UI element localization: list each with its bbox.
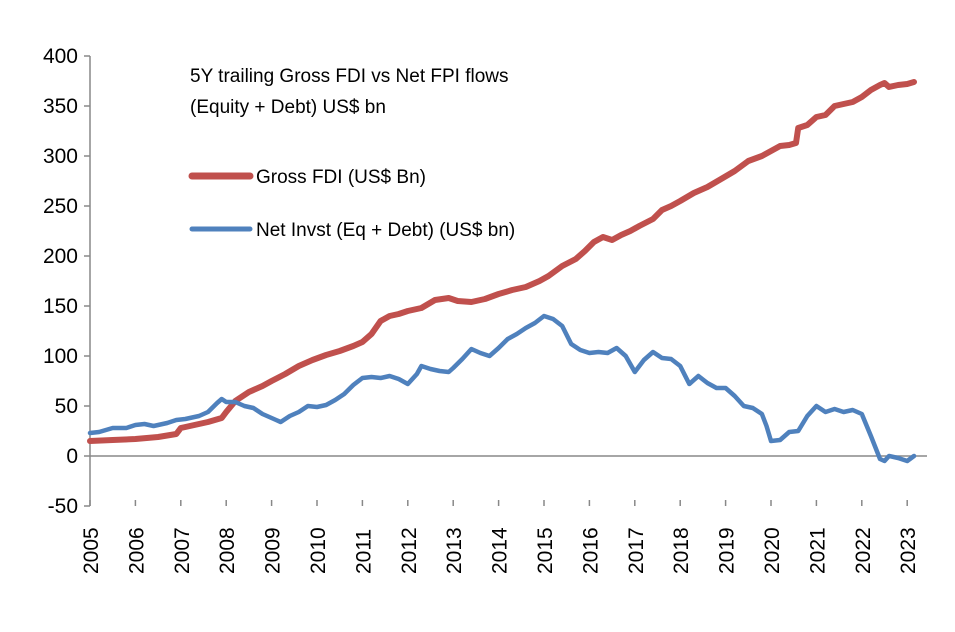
x-tick-label: 2007 <box>171 527 194 574</box>
series-layer <box>87 79 917 464</box>
x-tick-label: 2015 <box>534 527 557 574</box>
y-tick-label: 200 <box>43 245 78 268</box>
y-ticks: -50 0 50 100 150 200 250 300 350 400 <box>43 45 90 518</box>
x-tick-label: 2017 <box>625 527 648 574</box>
x-tick-label: 2005 <box>80 527 103 574</box>
y-tick-label: 250 <box>43 195 78 218</box>
series-line-gross-fdi <box>87 79 917 444</box>
y-tick-label: 150 <box>43 295 78 318</box>
x-tick-label: 2022 <box>852 527 875 574</box>
x-tick-label: 2010 <box>307 527 330 574</box>
chart-title-line-2: (Equity + Debt) US$ bn <box>190 97 386 118</box>
x-tick-label: 2011 <box>352 529 375 574</box>
x-tick-label: 2012 <box>398 527 421 574</box>
x-tick-label: 2021 <box>806 527 829 574</box>
legend-label-net-invst: Net Invst (Eq + Debt) (US$ bn) <box>256 220 515 241</box>
y-tick-label: 350 <box>43 95 78 118</box>
chart-title-line-1: 5Y trailing Gross FDI vs Net FPI flows <box>190 66 509 87</box>
axes <box>89 56 927 506</box>
legend: Gross FDI (US$ Bn) Net Invst (Eq + Debt)… <box>188 167 515 241</box>
x-tick-label: 2018 <box>670 527 693 574</box>
x-tick-label: 2023 <box>897 527 920 574</box>
y-tick-label: 400 <box>43 45 78 68</box>
y-tick-label: 300 <box>43 145 78 168</box>
y-tick-label: 0 <box>66 445 78 468</box>
x-tick-label: 2013 <box>443 527 466 574</box>
x-tick-label: 2008 <box>216 527 239 574</box>
x-tick-label: 2014 <box>489 527 512 574</box>
series-line-net-invst <box>87 313 917 464</box>
x-ticks: 2005 2006 2007 2008 2009 2010 2011 2012 2013 2014… <box>80 500 920 574</box>
legend-label-gross-fdi: Gross FDI (US$ Bn) <box>256 167 426 188</box>
y-tick-label: 100 <box>43 345 78 368</box>
x-tick-label: 2016 <box>579 527 602 574</box>
y-tick-label: -50 <box>48 495 78 518</box>
y-tick-label: 50 <box>55 395 78 418</box>
x-tick-label: 2009 <box>262 527 285 574</box>
x-tick-label: 2019 <box>716 527 739 574</box>
x-tick-label: 2006 <box>125 527 148 574</box>
x-tick-label: 2020 <box>761 527 784 574</box>
